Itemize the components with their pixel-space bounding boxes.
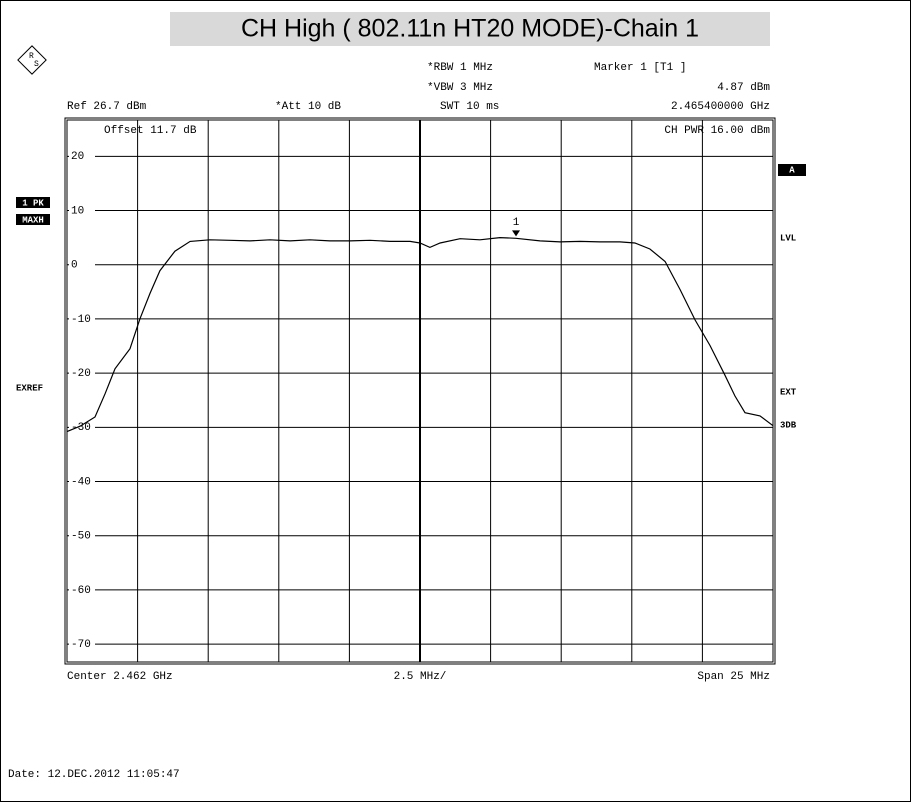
side-label: EXREF: [16, 383, 43, 393]
marker-title: Marker 1 [T1 ]: [594, 62, 686, 74]
tick-bg: [69, 150, 95, 163]
vbw: *VBW 3 MHz: [427, 82, 493, 94]
side-label: MAXH: [22, 215, 44, 225]
svg-text:S: S: [34, 60, 39, 69]
marker: [512, 230, 521, 237]
marker-label: 1: [513, 217, 520, 229]
trace: [66, 236, 774, 433]
tick-bg: [69, 367, 95, 380]
side-label: EXT: [780, 387, 797, 397]
tick-bg: [69, 204, 95, 217]
marker-level: 4.87 dBm: [717, 82, 770, 94]
offset: Offset 11.7 dB: [104, 125, 197, 137]
y-tick-label: -20: [71, 368, 91, 380]
rbw: *RBW 1 MHz: [427, 62, 493, 74]
attenuation: *Att 10 dB: [275, 101, 341, 113]
swt: SWT 10 ms: [440, 101, 499, 113]
side-label: LVL: [780, 233, 796, 243]
side-box: [16, 197, 50, 208]
svg-text:R: R: [29, 52, 34, 61]
tick-bg: [69, 312, 95, 325]
tick-bg: [69, 529, 95, 542]
side-label: 1 PK: [22, 198, 44, 208]
y-tick-label: -40: [71, 476, 91, 488]
tick-bg: [69, 421, 95, 434]
y-tick-label: -60: [71, 585, 91, 597]
y-tick-label: -70: [71, 639, 91, 651]
center-freq: Center 2.462 GHz: [67, 671, 173, 683]
date: Date: 12.DEC.2012 11:05:47: [8, 769, 180, 781]
side-box: [16, 214, 50, 225]
tick-bg: [69, 583, 95, 596]
marker-freq: 2.465400000 GHz: [671, 101, 770, 113]
y-tick-label: -50: [71, 531, 91, 543]
title-bg: [170, 12, 770, 46]
ch-pwr: CH PWR 16.00 dBm: [664, 125, 770, 137]
y-tick-label: -30: [71, 422, 91, 434]
tick-bg: [69, 475, 95, 488]
y-tick-label: 10: [71, 205, 84, 217]
side-box: [778, 164, 806, 176]
tick-bg: [69, 258, 95, 271]
y-tick-label: 20: [71, 151, 84, 163]
tick-bg: [69, 638, 95, 651]
side-label: 3DB: [780, 420, 797, 430]
div: 2.5 MHz/: [394, 671, 447, 683]
chart-title: CH High ( 802.11n HT20 MODE)-Chain 1: [241, 15, 699, 43]
span: Span 25 MHz: [697, 671, 770, 683]
y-tick-label: 0: [71, 260, 78, 272]
y-tick-label: -10: [71, 314, 91, 326]
plot-frame: [64, 117, 776, 665]
logo: RS: [17, 45, 47, 75]
side-label: A: [789, 165, 795, 175]
ref-level: Ref 26.7 dBm: [67, 101, 147, 113]
